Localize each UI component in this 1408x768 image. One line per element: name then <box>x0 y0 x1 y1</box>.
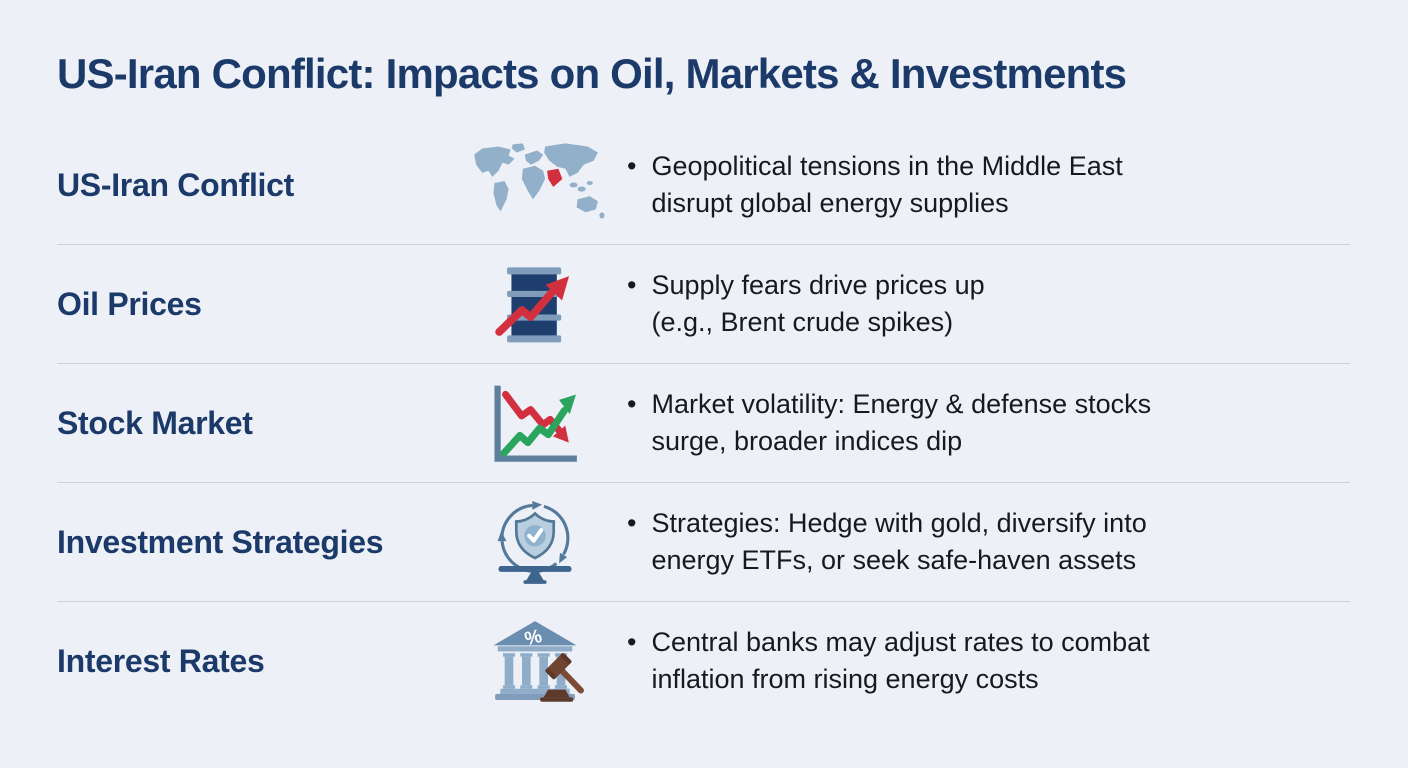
row-description: • Market volatility: Energy & defense st… <box>627 386 1350 461</box>
row-label: US-Iran Conflict <box>57 166 294 203</box>
row-stock-market: Stock Market • Market volatility: Energy… <box>57 364 1350 483</box>
svg-text:%: % <box>522 626 544 650</box>
topic-list: US-Iran Conflict <box>57 126 1350 720</box>
row-label: Oil Prices <box>57 285 202 322</box>
middle-east-highlight <box>546 168 562 188</box>
row-description: • Supply fears drive prices up (e.g., Br… <box>627 267 1350 342</box>
bullet-marker: • <box>627 269 637 300</box>
bullet-text: Supply fears drive prices up (e.g., Bren… <box>651 269 985 337</box>
bullet-text: Central banks may adjust rates to combat… <box>651 626 1150 694</box>
bullet-text: Geopolitical tensions in the Middle East… <box>651 150 1123 218</box>
bullet-marker: • <box>627 507 637 538</box>
row-description: • Geopolitical tensions in the Middle Ea… <box>627 148 1350 223</box>
row-oil-prices: Oil Prices • Supply fears drive prices <box>57 245 1350 364</box>
row-label: Interest Rates <box>57 642 265 679</box>
row-us-iran-conflict: US-Iran Conflict <box>57 126 1350 245</box>
world-map-icon <box>442 140 627 230</box>
shield-balance-icon <box>442 493 627 591</box>
row-description: • Central banks may adjust rates to comb… <box>627 624 1350 699</box>
row-description: • Strategies: Hedge with gold, diversify… <box>627 505 1350 580</box>
stock-chart-icon <box>442 379 627 467</box>
row-interest-rates: Interest Rates % <box>57 602 1350 720</box>
row-label: Stock Market <box>57 404 253 441</box>
bullet-marker: • <box>627 388 637 419</box>
gavel <box>539 653 584 702</box>
bullet-marker: • <box>627 626 637 657</box>
bullet-text: Market volatility: Energy & defense stoc… <box>651 388 1152 456</box>
infographic-container: US-Iran Conflict: Impacts on Oil, Market… <box>57 50 1350 720</box>
page-title: US-Iran Conflict: Impacts on Oil, Market… <box>57 50 1127 97</box>
row-investment-strategies: Investment Strategies <box>57 483 1350 602</box>
row-label: Investment Strategies <box>57 523 384 560</box>
bank-gavel-icon: % <box>442 613 627 709</box>
bullet-marker: • <box>627 150 637 181</box>
bullet-text: Strategies: Hedge with gold, diversify i… <box>651 507 1147 575</box>
oil-barrel-arrow-icon <box>442 260 627 348</box>
